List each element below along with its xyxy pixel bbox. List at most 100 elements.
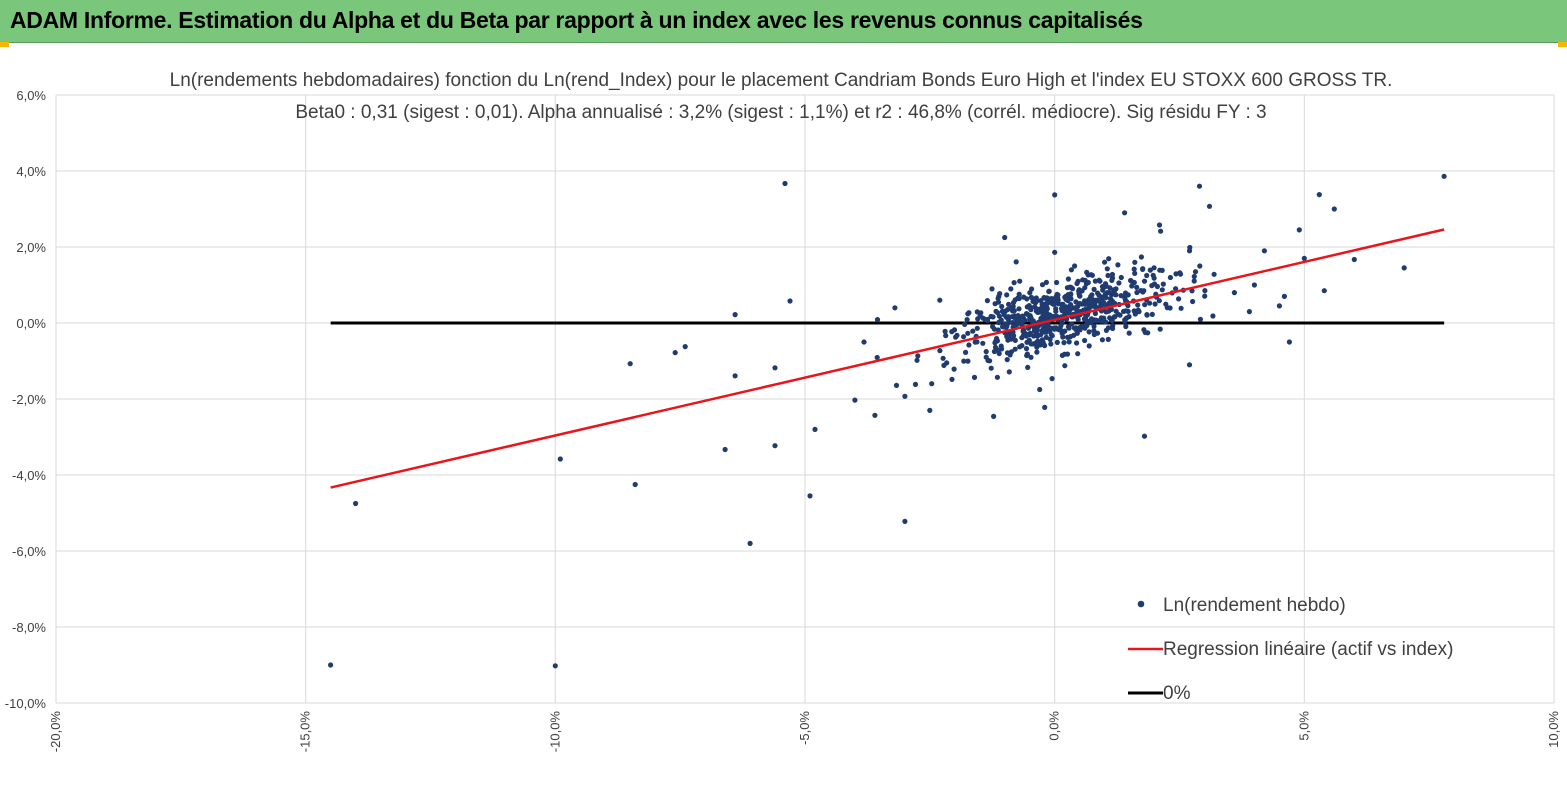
data-point [1072,263,1078,269]
data-point [1096,292,1102,298]
data-point [974,309,980,315]
data-point [1103,295,1109,301]
x-tick-label: -5,0% [797,711,812,745]
data-point [1060,334,1066,340]
data-point [1176,296,1182,302]
data-point [1187,244,1193,251]
data-point [1015,321,1021,327]
data-point [1135,307,1141,313]
data-point [997,291,1003,297]
data-point [1041,322,1047,328]
data-point [1095,298,1101,304]
x-tick-label: 10,0% [1546,711,1561,748]
data-point [328,662,334,668]
data-point [1331,206,1337,212]
data-point [1144,312,1150,318]
data-point [994,374,1001,380]
data-point [1190,298,1196,305]
data-point [1094,330,1101,336]
data-point [1082,277,1088,283]
data-point [1002,308,1009,314]
data-point [1024,296,1030,302]
data-point [961,358,967,364]
data-point [722,446,728,453]
data-point [902,518,908,524]
header-bar: ADAM Informe. Estimation du Alpha et du … [0,0,1567,43]
data-point [1002,234,1008,241]
data-point [1047,328,1053,334]
data-point [1075,317,1081,323]
data-point [1351,256,1357,263]
y-tick-label: 0,0% [16,316,46,331]
y-tick-label: 6,0% [16,88,46,103]
data-point [1034,341,1040,347]
data-point [1202,288,1208,294]
data-point [874,317,881,323]
data-point [1071,332,1077,338]
chart-title-line2: Beta0 : 0,31 (sigest : 0,01). Alpha annu… [295,102,1266,123]
data-point [1083,322,1089,329]
x-tick-label: 5,0% [1296,711,1311,741]
data-point [1086,343,1092,349]
data-point [1069,321,1075,327]
data-point [1000,323,1006,330]
data-point [1128,278,1134,284]
data-point [1066,325,1072,331]
data-point [1081,307,1087,313]
data-point [1082,301,1088,307]
data-point [1006,301,1012,307]
data-point [1033,306,1040,312]
y-tick-label: -10,0% [5,696,47,711]
data-point [951,366,957,372]
data-point [1046,288,1052,294]
data-point [1012,337,1018,343]
y-tick-label: 4,0% [16,164,46,179]
data-point [1027,290,1033,296]
data-point [1028,294,1034,300]
data-point [1097,278,1103,284]
data-point [1122,293,1128,299]
data-point [1178,305,1184,311]
data-point [1191,278,1197,284]
data-point [1122,210,1128,216]
data-point [1144,272,1150,279]
data-point [1005,314,1011,320]
data-point [1075,351,1081,357]
data-point [1192,269,1199,275]
data-point [1276,303,1282,309]
data-point [1034,349,1040,355]
data-point [1065,305,1071,311]
legend-label-regression: Regression linéaire (actif vs index) [1163,639,1453,660]
data-point [1045,300,1051,306]
data-point [1062,363,1068,369]
data-point [1105,336,1111,342]
data-point [874,354,880,361]
data-point [1019,321,1025,327]
data-point [1089,316,1095,322]
data-point [1025,364,1031,370]
data-point [1118,274,1124,281]
data-point [1106,300,1112,306]
data-point [1251,282,1257,288]
data-point [787,298,793,304]
data-point [1091,328,1097,334]
data-point [1321,288,1327,294]
regression-line [330,228,1445,489]
data-point [1401,265,1407,271]
data-point [1196,183,1203,189]
data-point [1102,281,1109,287]
y-tick-label: -6,0% [12,544,46,559]
data-point [1210,313,1216,319]
x-tick-label: -20,0% [48,711,63,753]
data-point [1167,274,1173,281]
data-point [1118,293,1124,299]
data-point [1211,271,1217,277]
data-point [990,314,996,320]
data-point [1005,333,1011,339]
data-point [1004,324,1010,330]
data-point [951,327,958,333]
data-point [1116,280,1122,286]
data-point [1004,357,1010,363]
data-point [1050,313,1056,320]
data-point [1074,328,1080,334]
